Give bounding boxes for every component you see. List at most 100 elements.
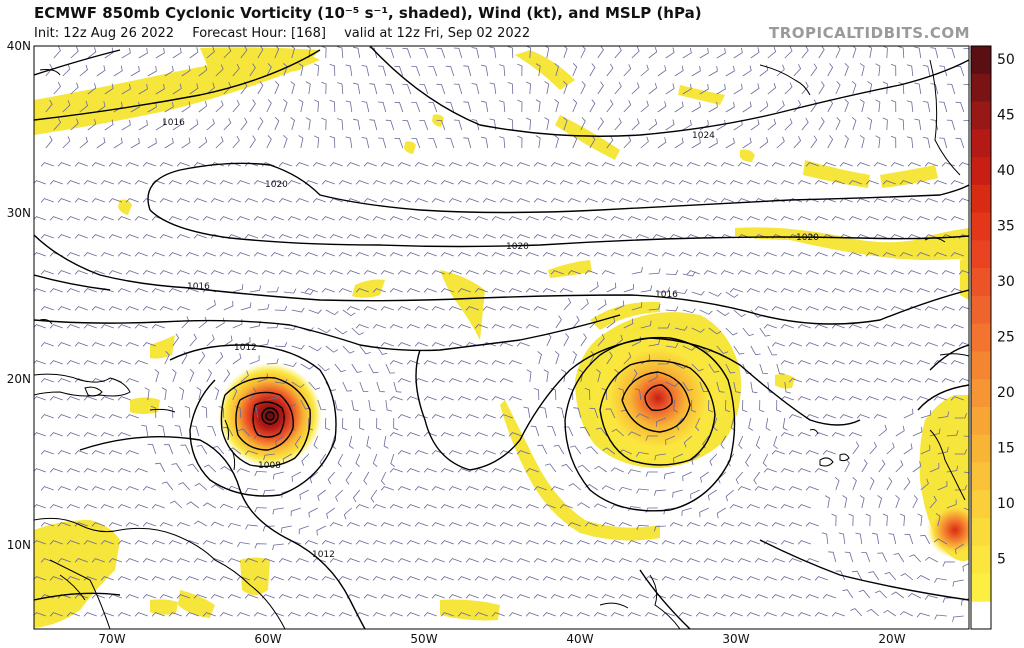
wind-barb (654, 489, 666, 496)
wind-barb (232, 63, 240, 77)
wind-barb (389, 468, 403, 473)
wind-barb (161, 481, 174, 491)
wind-barb (397, 270, 411, 275)
wind-barb (91, 342, 105, 347)
wind-barb (805, 162, 819, 167)
wind-barb (517, 135, 523, 149)
wind-barb (236, 252, 250, 257)
wind-barb (686, 198, 700, 203)
wind-barb (273, 471, 284, 480)
lon-label: 70W (98, 632, 125, 646)
wind-barb (154, 368, 160, 383)
wind-barb (134, 180, 148, 185)
wind-barb (176, 234, 190, 239)
wind-barb (159, 522, 173, 527)
wind-barb (176, 198, 190, 203)
wind-barb (678, 576, 692, 581)
wind-barb (321, 612, 335, 617)
wind-barb (788, 198, 802, 203)
wind-barb (342, 381, 353, 392)
wind-barb (176, 594, 190, 599)
wind-barb (329, 63, 336, 77)
wind-barb (550, 594, 564, 599)
wind-barb (636, 488, 649, 494)
wind-barb (406, 540, 420, 545)
wind-barb (523, 406, 531, 419)
wind-barb (57, 378, 71, 383)
wind-barb (839, 306, 853, 311)
wind-barb (287, 252, 301, 257)
colorbar-cell (971, 184, 991, 214)
wind-barb (331, 435, 336, 450)
wind-barb (699, 309, 713, 315)
wind-barb (338, 252, 352, 257)
wind-barb (91, 234, 105, 239)
wind-barb (40, 414, 54, 419)
wind-barb (257, 117, 264, 131)
wind-barb (822, 342, 836, 347)
wind-barb (848, 324, 862, 329)
wind-barb (463, 137, 472, 149)
isobar-label: 1024 (692, 131, 715, 141)
wind-barb (164, 444, 174, 455)
wind-barb (201, 405, 208, 419)
wind-barb (861, 459, 868, 473)
wind-barb (814, 288, 828, 293)
wind-barb (53, 81, 61, 95)
wind-barb (307, 417, 313, 431)
wind-barb (74, 450, 88, 455)
wind-barb (682, 471, 692, 482)
wind-barb (481, 64, 489, 77)
wind-barb (703, 522, 717, 527)
wind-barb (74, 342, 88, 347)
wind-barb (678, 216, 692, 221)
wind-barb (305, 81, 311, 95)
wind-barb (278, 198, 292, 203)
wind-barb (782, 417, 788, 431)
wind-barb (406, 180, 420, 185)
wind-barb (440, 252, 454, 257)
wind-barb (253, 612, 267, 617)
wind-barb (669, 522, 683, 527)
wind-barb (725, 489, 735, 502)
wind-barb (597, 117, 604, 131)
wind-barb (708, 327, 722, 335)
wind-barb (257, 303, 270, 311)
wind-barb (440, 468, 454, 473)
wind-barb (440, 576, 454, 581)
wind-barb (113, 101, 123, 113)
wind-barb (601, 270, 615, 275)
wind-barb (295, 558, 309, 563)
wind-barb (703, 558, 717, 563)
wind-barb (245, 524, 258, 530)
wind-barb (423, 288, 437, 293)
wind-barb (338, 180, 352, 185)
wind-barb (142, 558, 156, 563)
wind-barb (445, 137, 455, 149)
wind-barb (45, 135, 53, 149)
wind-barb (481, 136, 489, 149)
wind-barb (636, 451, 649, 457)
wind-barb (788, 558, 802, 563)
wind-barb (457, 252, 471, 257)
wind-barb (176, 522, 190, 527)
wind-barb (729, 504, 743, 509)
wind-barb (690, 489, 700, 500)
wind-barb (810, 63, 818, 77)
wind-barb (368, 363, 379, 374)
wind-barb (164, 351, 170, 365)
wind-barb (440, 216, 454, 221)
wind-barb (491, 540, 505, 545)
wind-barb (703, 234, 717, 239)
wind-barb (875, 63, 881, 77)
wind-barb (661, 252, 675, 257)
wind-barb (83, 576, 97, 581)
wind-barb (890, 63, 897, 77)
wind-barb (184, 405, 191, 419)
wind-barb (561, 463, 574, 473)
wind-barb (893, 553, 905, 563)
wind-barb (369, 83, 378, 95)
wind-barb (788, 486, 802, 491)
wind-barb (457, 432, 471, 437)
wind-barb (385, 363, 395, 374)
